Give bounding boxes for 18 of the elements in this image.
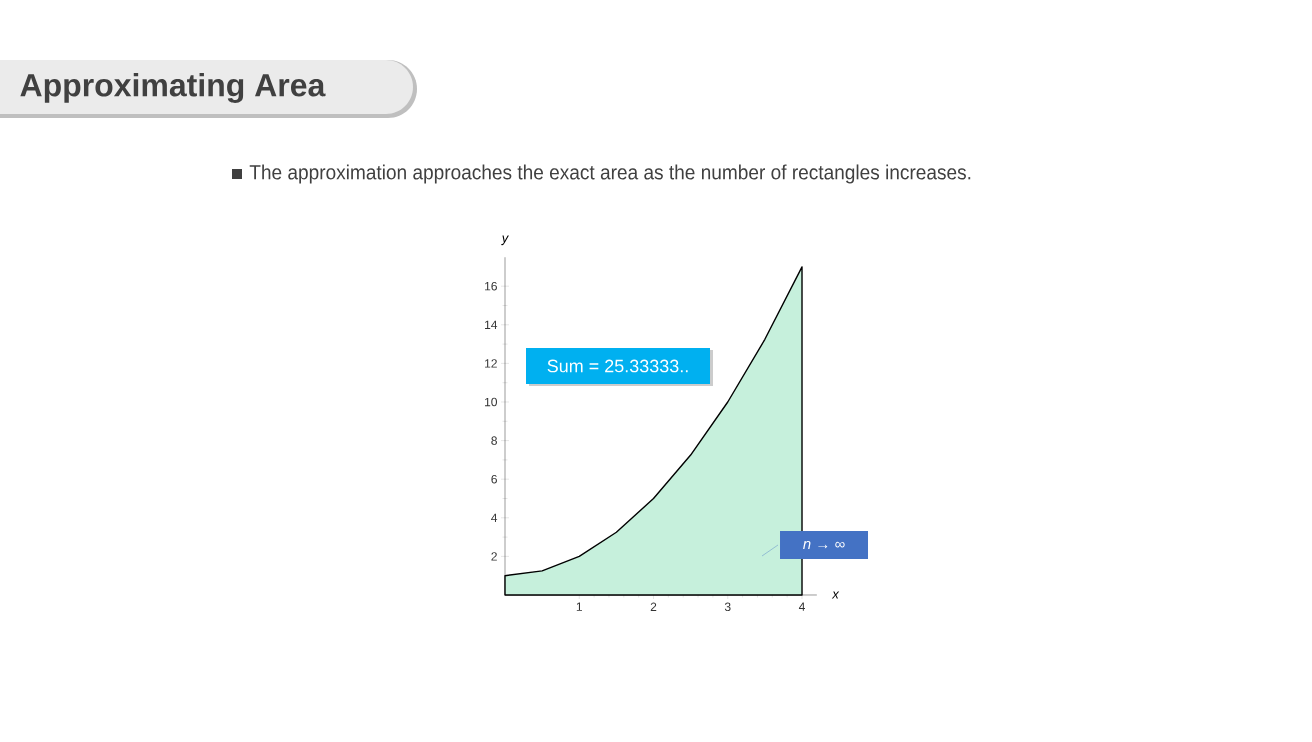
chart-subtitle: The approximation approaches the exact area as the number of rectangles increases.	[249, 164, 971, 184]
y-tick-label: 14	[485, 320, 498, 329]
text: Approximating Area	[20, 73, 326, 103]
x-axis-title: x	[831, 591, 840, 599]
x-tick-label: 2	[650, 602, 657, 611]
x-tick-label: 3	[724, 602, 731, 612]
x-tick-label: 1	[576, 602, 582, 611]
y-tick-label: 16	[485, 281, 497, 291]
y-tick-label: 2	[491, 552, 497, 561]
annotation: Sum = 25.33333..	[547, 359, 688, 373]
y-axis-title: y	[501, 235, 509, 246]
y-tick-label: 8	[491, 436, 497, 445]
y-tick-label: 12	[485, 359, 497, 368]
y-tick-label: 4	[491, 513, 498, 522]
annotation: n → ∞	[803, 540, 845, 550]
x-tick-label: 4	[798, 602, 805, 611]
y-tick-label: 10	[485, 397, 498, 407]
y-tick-label: 6	[491, 474, 497, 484]
